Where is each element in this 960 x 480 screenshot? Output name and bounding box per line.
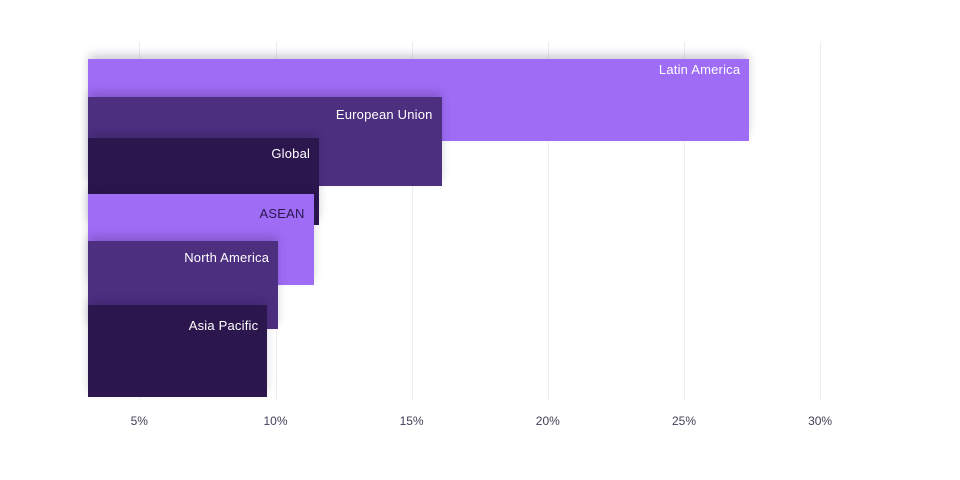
bar-label-asean: ASEAN bbox=[259, 206, 305, 221]
bar-label-european-union: European Union bbox=[335, 107, 433, 122]
tick-label-20%: 20% bbox=[535, 414, 560, 428]
tick-label-5%: 5% bbox=[130, 414, 148, 428]
tick-label-15%: 15% bbox=[399, 414, 424, 428]
bar-asia-pacific: Asia Pacific bbox=[88, 305, 268, 397]
tick-label-30%: 30% bbox=[808, 414, 833, 428]
bar-label-asia-pacific: Asia Pacific bbox=[188, 318, 259, 333]
gridline-25% bbox=[684, 42, 685, 400]
bar-label-global: Global bbox=[271, 146, 311, 161]
tick-label-25%: 25% bbox=[671, 414, 697, 428]
gridline-20% bbox=[547, 42, 549, 400]
gridline-30% bbox=[820, 42, 822, 400]
tick-label-10%: 10% bbox=[263, 414, 288, 428]
bar-label-north-america: North America bbox=[184, 250, 270, 265]
gridline-15% bbox=[411, 42, 413, 400]
bar-label-latin-america: Latin America bbox=[658, 62, 741, 77]
